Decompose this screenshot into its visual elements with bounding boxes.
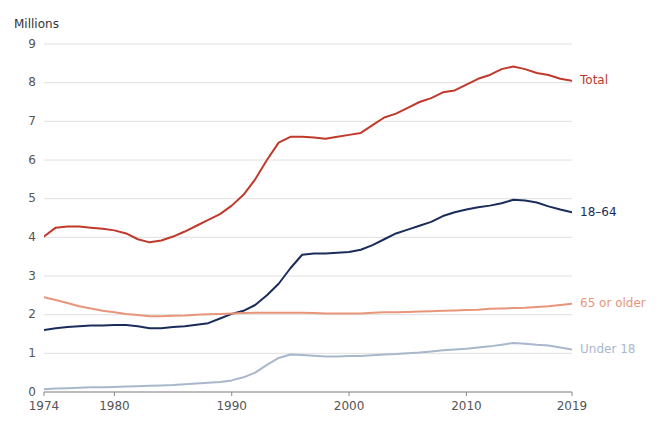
x-tick-label: 2000 bbox=[334, 399, 365, 413]
x-tick-label: 1974 bbox=[29, 399, 60, 413]
y-tick-label: 7 bbox=[28, 114, 36, 128]
x-axis-line bbox=[44, 392, 572, 393]
y-grid: 0 1 2 3 4 5 6 7 8 9 bbox=[28, 37, 572, 399]
series-line bbox=[44, 297, 572, 316]
x-axis: 1974 1980 1990 2000 2010 2019 bbox=[29, 392, 588, 413]
y-tick-label: 1 bbox=[28, 346, 36, 360]
grid-line bbox=[44, 44, 572, 45]
series-label: Total bbox=[579, 73, 608, 87]
series-line bbox=[44, 343, 572, 389]
chart: 0 1 2 3 4 5 6 7 8 9 1974 1980 1990 2000 2010 2019 Millio… bbox=[0, 0, 672, 426]
y-tick-label: 8 bbox=[28, 75, 36, 89]
grid-line bbox=[44, 198, 572, 199]
grid-line bbox=[44, 82, 572, 83]
series-label: Under 18 bbox=[580, 342, 635, 356]
y-tick-label: 6 bbox=[28, 153, 36, 167]
grid-line bbox=[44, 392, 572, 393]
series-line bbox=[44, 200, 572, 330]
x-tick bbox=[231, 392, 232, 396]
x-tick bbox=[114, 392, 115, 396]
y-tick-label: 3 bbox=[28, 269, 36, 283]
y-tick-label: 0 bbox=[28, 385, 36, 399]
y-tick-label: 9 bbox=[28, 37, 36, 51]
series-label: 18–64 bbox=[580, 205, 617, 219]
series-label: 65 or older bbox=[580, 296, 646, 310]
x-tick bbox=[44, 392, 45, 396]
x-tick-label: 1980 bbox=[99, 399, 130, 413]
x-tick-label: 2010 bbox=[451, 399, 482, 413]
line-labels: Total 18–64 65 or older Under 18 bbox=[579, 73, 646, 356]
grid-line bbox=[44, 353, 572, 354]
y-tick-label: 5 bbox=[28, 191, 36, 205]
y-tick-label: 2 bbox=[28, 307, 36, 321]
x-tick bbox=[572, 392, 573, 396]
grid-line bbox=[44, 160, 572, 161]
lines bbox=[44, 66, 572, 389]
y-tick-label: 4 bbox=[28, 230, 36, 244]
series-line bbox=[44, 66, 572, 242]
x-tick-label: 2019 bbox=[557, 399, 588, 413]
x-tick bbox=[349, 392, 350, 396]
x-tick-label: 1990 bbox=[216, 399, 247, 413]
grid-line bbox=[44, 121, 572, 122]
grid-line bbox=[44, 276, 572, 277]
y-axis-label: Millions bbox=[14, 17, 59, 31]
grid-line bbox=[44, 237, 572, 238]
x-tick bbox=[466, 392, 467, 396]
